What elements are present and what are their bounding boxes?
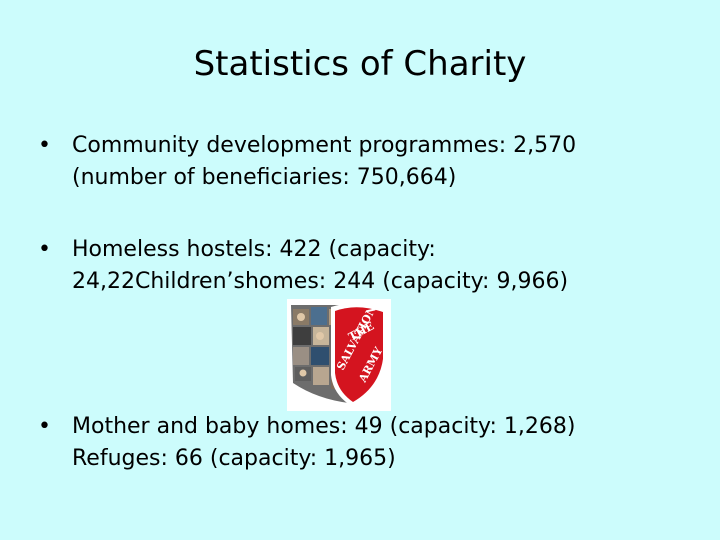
- bullet-line: 24,22Children’shomes: 244 (capacity: 9,9…: [72, 269, 569, 294]
- slide-title: Statistics of Charity: [193, 44, 527, 84]
- bullet-marker: •: [38, 414, 51, 439]
- bullet-homeless-hostels: • Homeless hostels: 422 (capacity: 24,22…: [38, 234, 678, 298]
- bullet-line: Refuges: 66 (capacity: 1,965): [72, 446, 396, 471]
- salvation-army-logo: THE SALVATION ARMY: [287, 299, 391, 411]
- bullet-community-programmes: • Community development programmes: 2,57…: [38, 130, 678, 194]
- bullet-line: Community development programmes: 2,570: [72, 133, 577, 158]
- bullet-marker: •: [38, 133, 51, 158]
- bullet-line: Mother and baby homes: 49 (capacity: 1,2…: [72, 414, 576, 439]
- bullet-line: Homeless hostels: 422 (capacity:: [72, 237, 436, 262]
- bullet-mother-baby-homes: • Mother and baby homes: 49 (capacity: 1…: [38, 411, 678, 475]
- bullet-line: (number of beneficiaries: 750,664): [72, 165, 457, 190]
- bullet-marker: •: [38, 237, 51, 262]
- red-shield-icon: THE SALVATION ARMY: [331, 303, 387, 407]
